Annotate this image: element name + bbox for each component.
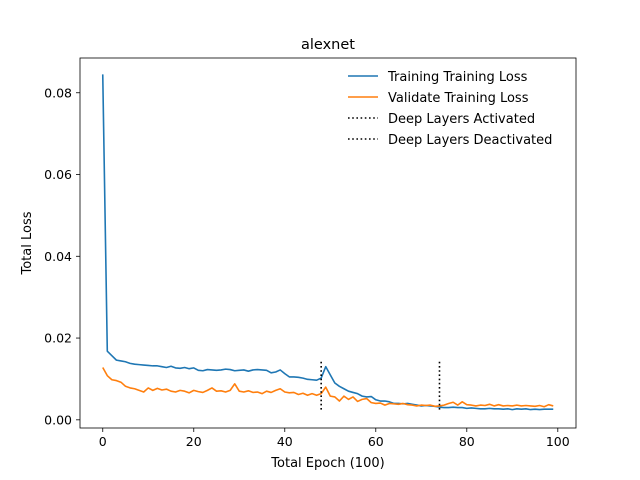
x-tick-label: 20 xyxy=(186,434,202,449)
x-tick-label: 0 xyxy=(99,434,107,449)
x-axis-label: Total Epoch (100) xyxy=(270,456,384,471)
series-lines xyxy=(101,74,554,411)
y-tick-label: 0.06 xyxy=(44,167,72,182)
series-line-0 xyxy=(101,74,554,411)
x-tick-label: 100 xyxy=(546,434,570,449)
legend-label-training: Training Training Loss xyxy=(387,70,528,85)
legend-label-validate: Validate Training Loss xyxy=(388,91,529,106)
series-line-1 xyxy=(102,367,554,408)
plot-frame xyxy=(79,57,577,429)
x-tick-label: 80 xyxy=(459,434,475,449)
legend-label-deactivated: Deep Layers Deactivated xyxy=(388,133,552,148)
legend-label-activated: Deep Layers Activated xyxy=(388,112,535,127)
legend-entry-activated: Deep Layers Activated xyxy=(348,112,535,127)
legend: Training Training Loss Validate Training… xyxy=(348,70,552,148)
x-tick-label: 40 xyxy=(277,434,293,449)
y-axis-label: Total Loss xyxy=(20,211,35,275)
legend-entry-deactivated: Deep Layers Deactivated xyxy=(348,133,552,148)
x-axis-ticks: 0 20 40 60 80 100 xyxy=(99,428,570,449)
y-tick-label: 0.02 xyxy=(44,331,72,346)
x-tick-label: 60 xyxy=(368,434,384,449)
legend-entry-validate: Validate Training Loss xyxy=(348,91,529,106)
y-axis-ticks: 0.00 0.02 0.04 0.06 0.08 xyxy=(44,85,80,427)
y-tick-label: 0.04 xyxy=(44,249,72,264)
legend-entry-training: Training Training Loss xyxy=(348,70,528,85)
y-tick-label: 0.08 xyxy=(44,85,72,100)
y-tick-label: 0.00 xyxy=(44,412,72,427)
chart-title: alexnet xyxy=(301,37,355,53)
